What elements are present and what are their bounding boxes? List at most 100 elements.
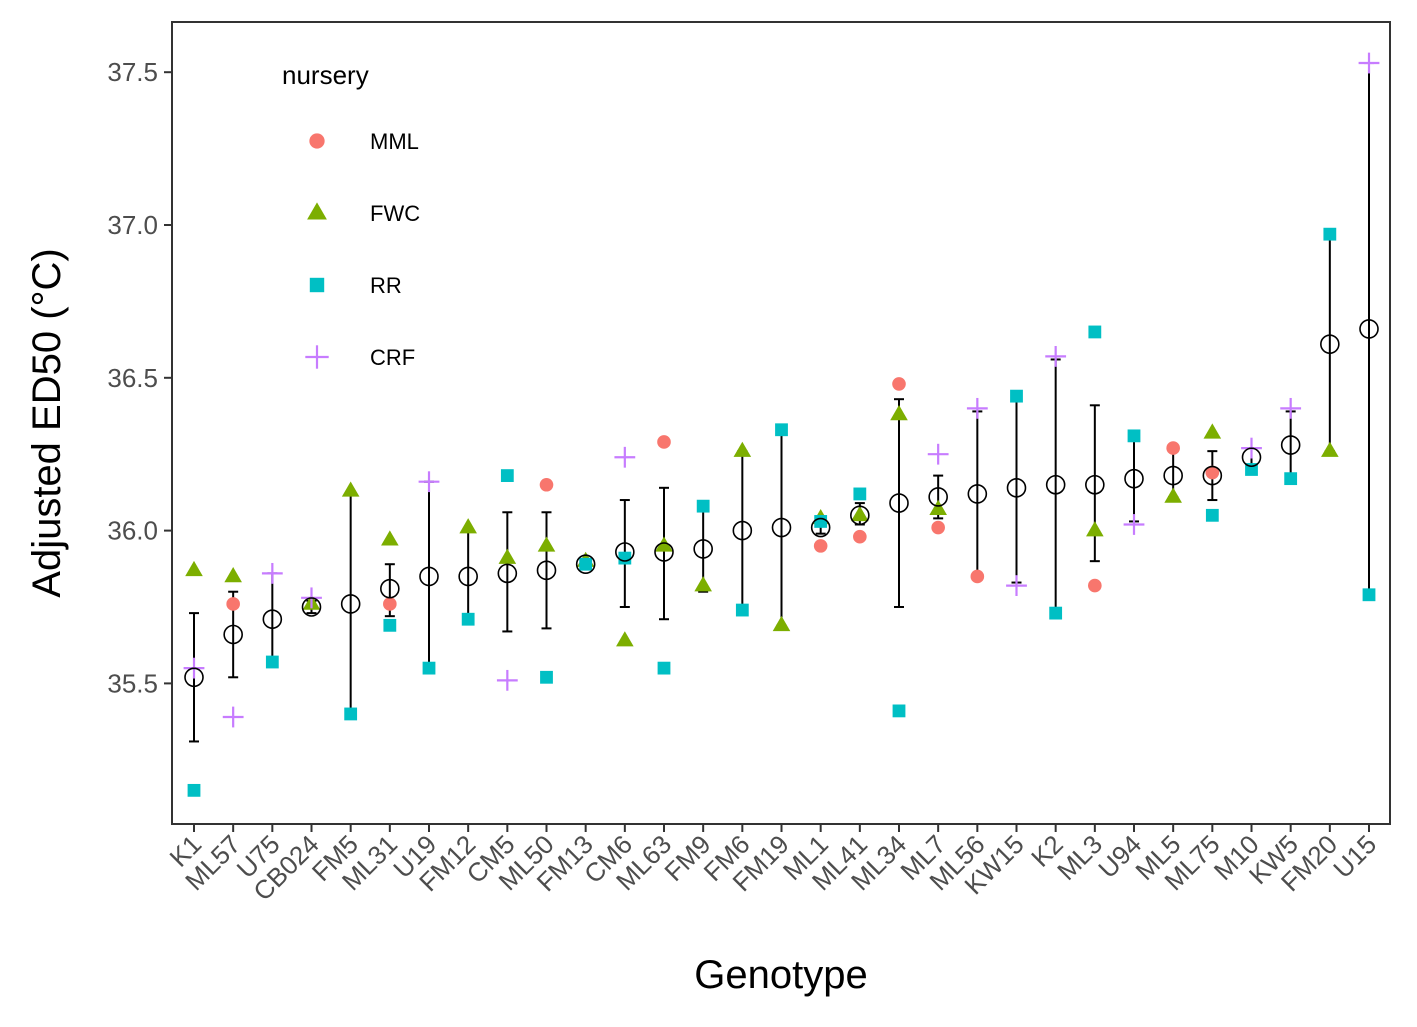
point-fwc-ml3: [1086, 521, 1104, 537]
legend-label-mml: MML: [370, 129, 419, 154]
legend: nursery MML FWC RR CRF: [282, 60, 420, 370]
mean-cb024: [301, 597, 322, 617]
point-fwc-ml34: [890, 405, 908, 421]
x-axis: K1ML57U75CB024FM5ML31U19FM12CM5ML50FM13C…: [164, 824, 1382, 906]
mean-ml50: [536, 560, 557, 581]
mean-fm9: [693, 539, 713, 559]
point-rr-fm20: [1323, 227, 1337, 241]
y-tick-label-2: 36.5: [107, 363, 158, 393]
mean-fm6: [732, 520, 753, 541]
mean-fm5: [340, 594, 361, 614]
point-crf-kw5: [1280, 397, 1302, 419]
point-rr-u94: [1127, 429, 1141, 443]
point-crf-ml56: [966, 397, 988, 419]
data-marks: [183, 52, 1380, 797]
point-rr-k2: [1049, 606, 1063, 620]
point-mml-ml63: [657, 435, 671, 449]
point-fwc-fm5: [341, 481, 360, 497]
point-fwc-cm5: [498, 548, 517, 564]
point-rr-ml50: [540, 670, 553, 684]
legend-title: nursery: [282, 60, 369, 90]
mean-k1: [184, 667, 204, 688]
point-rr-kw5: [1284, 472, 1298, 486]
point-rr-kw15: [1010, 389, 1023, 403]
point-fwc-fm12: [459, 518, 477, 534]
mean-markers: [184, 319, 1379, 688]
legend-label-crf: CRF: [370, 345, 415, 370]
series-rr: [187, 227, 1376, 797]
point-rr-fm12: [461, 612, 475, 626]
point-fwc-fm6: [733, 441, 752, 457]
point-rr-ml3: [1088, 325, 1102, 339]
mean-fm20: [1320, 334, 1340, 354]
point-crf-cm5: [496, 669, 518, 691]
legend-key-fwc: [307, 202, 327, 220]
y-axis-title: Adjusted ED50 (°C): [25, 248, 69, 597]
mean-u94: [1124, 468, 1144, 489]
mean-fm12: [458, 566, 478, 587]
point-mml-ml41: [853, 529, 867, 544]
x-tick-label-u15: U15: [1327, 829, 1382, 884]
point-fwc-ml75: [1203, 423, 1222, 439]
point-mml-ml56: [970, 569, 985, 584]
y-axis: 35.5 36.0 36.5 37.0 37.5: [107, 57, 172, 698]
point-mml-ml75: [1205, 465, 1220, 480]
point-rr-ml75: [1205, 508, 1219, 522]
point-rr-u19: [422, 661, 436, 675]
point-fwc-fm19: [772, 615, 791, 632]
y-tick-label-1: 36.0: [107, 516, 158, 546]
point-mml-ml5: [1166, 441, 1180, 455]
panel-background: [171, 21, 1391, 825]
mean-ml31: [380, 578, 400, 599]
mean-ml41: [850, 505, 870, 526]
point-mml-ml1: [813, 539, 828, 553]
legend-label-rr: RR: [370, 273, 402, 298]
point-rr-fm5: [344, 707, 358, 721]
mean-kw5: [1280, 435, 1301, 455]
point-rr-ml41: [853, 487, 867, 501]
point-mml-ml34: [892, 377, 906, 391]
nursery-points: [183, 52, 1380, 797]
mean-ml56: [967, 484, 988, 504]
point-rr-fm6: [735, 603, 749, 617]
point-mml-ml7: [931, 520, 945, 535]
mean-ml63: [654, 542, 674, 562]
point-fwc-ml7: [929, 499, 947, 515]
point-rr-cm5: [500, 469, 514, 482]
legend-key-crf: [305, 345, 329, 369]
mean-k2: [1045, 474, 1066, 495]
point-rr-fm13: [579, 557, 593, 571]
point-rr-ml1: [814, 515, 828, 528]
mean-m10: [1241, 447, 1262, 468]
point-rr-cm6: [618, 551, 632, 565]
point-rr-ml63: [657, 661, 671, 675]
point-crf-u94: [1123, 514, 1145, 535]
mean-ml5: [1163, 465, 1183, 486]
mean-cm5: [497, 563, 518, 584]
mean-fm13: [575, 554, 596, 575]
mean-ml57: [223, 624, 243, 645]
mean-kw15: [1006, 478, 1027, 498]
point-rr-fm19: [775, 423, 788, 437]
point-crf-cm6: [614, 446, 636, 468]
point-crf-ml57: [222, 706, 244, 728]
point-mml-ml50: [539, 477, 554, 492]
point-crf-kw15: [1006, 575, 1027, 597]
point-fwc-ml41: [851, 505, 869, 522]
legend-key-rr: [309, 277, 325, 293]
mean-ml3: [1085, 474, 1105, 495]
legend-label-fwc: FWC: [370, 201, 420, 226]
point-fwc-fm20: [1321, 441, 1339, 457]
series-fwc: [185, 405, 1339, 647]
mean-fm19: [771, 517, 792, 538]
point-rr-fm9: [696, 499, 710, 513]
mean-u75: [262, 609, 283, 630]
y-tick-label-3: 37.0: [107, 210, 158, 240]
series-crf: [183, 52, 1380, 728]
point-rr-k1: [187, 783, 201, 797]
series-mml: [226, 377, 1220, 611]
point-rr-ml34: [892, 704, 906, 718]
point-rr-u15: [1362, 588, 1376, 602]
mean-u15: [1359, 319, 1379, 339]
